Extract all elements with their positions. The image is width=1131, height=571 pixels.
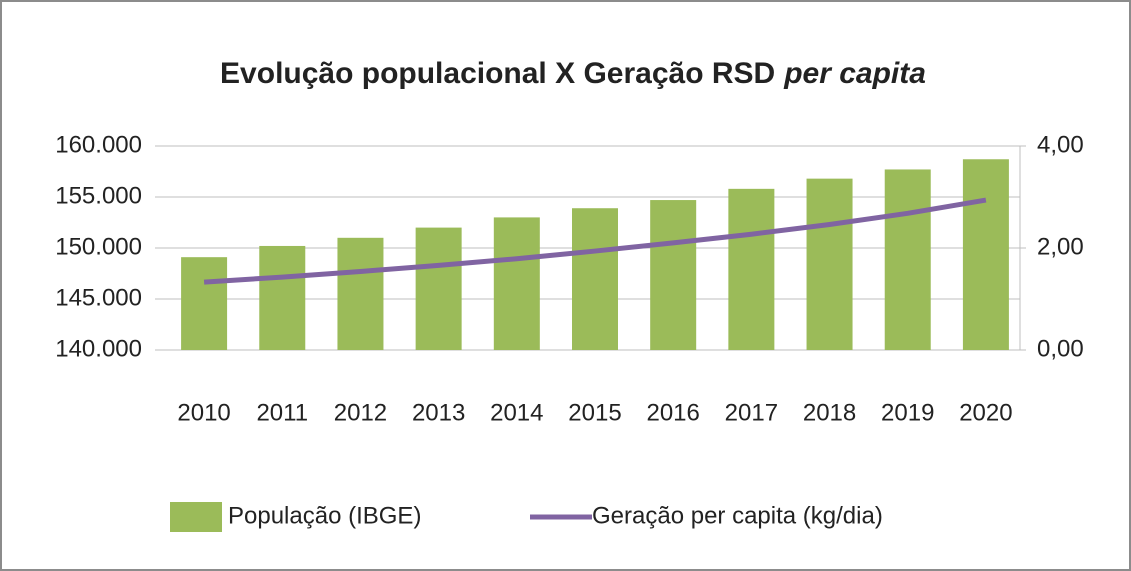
y2-tick-label: 0,00: [1037, 335, 1084, 362]
bar: [962, 159, 1009, 350]
y-tick-label: 140.000: [55, 335, 142, 362]
title-main: Evolução populacional X Geração RSD: [220, 57, 775, 90]
x-tick-label: 2017: [725, 399, 778, 426]
bar: [806, 178, 853, 350]
legend-swatch: [170, 502, 222, 532]
y2-tick-label: 4,00: [1037, 131, 1084, 158]
legend-label: População (IBGE): [228, 502, 421, 529]
bar: [884, 169, 931, 350]
y-tick-label: 155.000: [55, 182, 142, 209]
x-tick-label: 2012: [334, 399, 387, 426]
x-tick-label: 2014: [490, 399, 543, 426]
x-tick-label: 2016: [646, 399, 699, 426]
x-tick-label: 2018: [803, 399, 856, 426]
bar: [337, 237, 384, 350]
x-tick-label: 2019: [881, 399, 934, 426]
x-tick-label: 2015: [568, 399, 621, 426]
y-tick-label: 145.000: [55, 284, 142, 311]
legend-label: Geração per capita (kg/dia): [592, 502, 883, 529]
y-tick-label: 150.000: [55, 233, 142, 260]
x-tick-label: 2011: [256, 399, 308, 426]
x-tick-label: 2010: [177, 399, 230, 426]
x-tick-label: 2013: [412, 399, 465, 426]
chart-title: Evolução populacional X Geração RSD per c…: [220, 57, 926, 90]
bar: [259, 245, 306, 350]
x-tick-label: 2020: [959, 399, 1012, 426]
y2-tick-label: 2,00: [1037, 233, 1084, 260]
bar: [181, 257, 228, 350]
bar: [493, 217, 540, 350]
bar: [415, 227, 462, 350]
bar: [728, 188, 775, 350]
bar: [650, 200, 697, 350]
y-tick-label: 160.000: [55, 131, 142, 158]
line: [203, 197, 987, 285]
bar: [572, 208, 618, 350]
title-italic: per capita: [783, 57, 926, 90]
